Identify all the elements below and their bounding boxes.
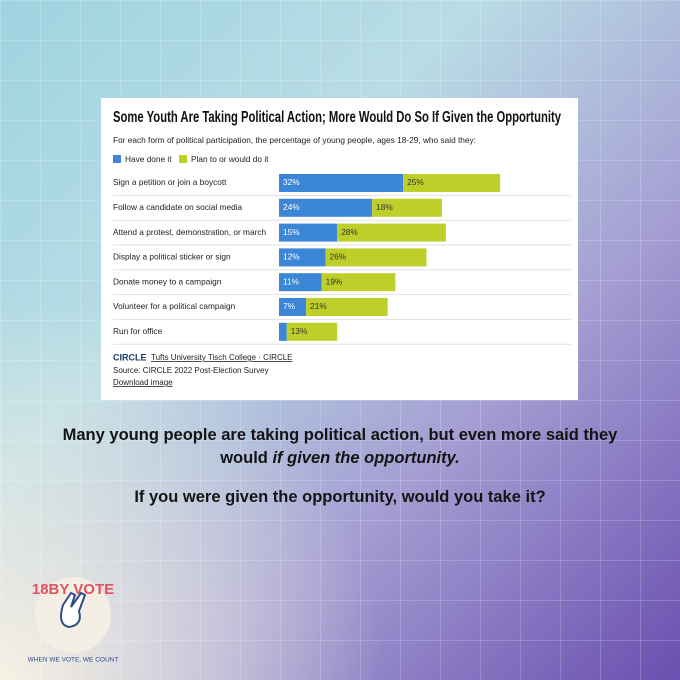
value-label: 18% xyxy=(376,202,393,212)
bars: Sign a petition or join a boycott 32% 25% F… xyxy=(113,174,571,345)
chart-subtitle: For each form of political participation… xyxy=(113,135,476,145)
caption-emphasis: if given the opportunity. xyxy=(272,449,460,467)
legend-swatch xyxy=(179,155,187,163)
bar-segment xyxy=(306,298,388,316)
value-label: 24% xyxy=(283,202,300,212)
value-label: 15% xyxy=(283,227,300,237)
bar-segment xyxy=(337,223,446,242)
value-label: 19% xyxy=(326,276,343,286)
legend-label: Plan to or would do it xyxy=(191,154,269,164)
category-label: Attend a protest, demonstration, or marc… xyxy=(113,227,266,237)
category-label: Follow a candidate on social media xyxy=(113,202,243,212)
bar-segment xyxy=(286,322,338,341)
legend: Have done it Plan to or would do it xyxy=(113,154,269,164)
brand: CIRCLE xyxy=(113,352,147,362)
value-label: 7% xyxy=(283,301,296,311)
value-label: 26% xyxy=(330,252,347,262)
logo-name: 18BY VOTE xyxy=(32,581,114,598)
bar-segment xyxy=(279,223,338,242)
logo-motto: WHEN WE VOTE, WE COUNT xyxy=(28,657,119,664)
legend-label: Have done it xyxy=(125,154,172,164)
bar-segment xyxy=(403,174,501,192)
source: Source: CIRCLE 2022 Post-Election Survey xyxy=(113,366,269,375)
chart-title: Some Youth Are Taking Political Action; … xyxy=(113,109,561,126)
bar-segment xyxy=(321,273,396,292)
caption-question: If you were given the opportunity, would… xyxy=(134,488,546,506)
bar-segment xyxy=(279,198,373,217)
chart-card: Some Youth Are Taking Political Action; … xyxy=(101,98,578,400)
value-label: 21% xyxy=(310,301,327,311)
org: Tufts University Tisch College · CIRCLE xyxy=(151,353,293,362)
category-label: Display a political sticker or sign xyxy=(113,252,231,262)
value-label: 28% xyxy=(341,227,358,237)
value-label: 25% xyxy=(407,177,424,187)
bar-segment xyxy=(279,298,307,316)
download-link[interactable]: Download image xyxy=(113,378,173,387)
value-label: 12% xyxy=(283,252,300,262)
caption: Many young people are taking political a… xyxy=(60,424,620,470)
caption-text: Many young people are taking political a… xyxy=(62,426,618,467)
bar-segment xyxy=(279,273,322,292)
bar-segment xyxy=(279,248,326,267)
value-label: 13% xyxy=(291,326,308,336)
category-label: Donate money to a campaign xyxy=(113,276,222,286)
category-label: Run for office xyxy=(113,326,163,336)
bar-segment xyxy=(279,174,404,192)
value-label: 11% xyxy=(283,276,300,286)
bar-segment xyxy=(279,322,287,341)
legend-swatch xyxy=(113,155,121,163)
category-label: Volunteer for a political campaign xyxy=(113,301,236,311)
logo-hand xyxy=(60,591,87,629)
value-label: 32% xyxy=(283,177,300,187)
bar-segment xyxy=(325,248,427,267)
logo: 18BY VOTE WHEN WE VOTE, WE COUNT xyxy=(28,577,119,664)
category-label: Sign a petition or join a boycott xyxy=(113,177,227,187)
bar-segment xyxy=(372,198,442,217)
